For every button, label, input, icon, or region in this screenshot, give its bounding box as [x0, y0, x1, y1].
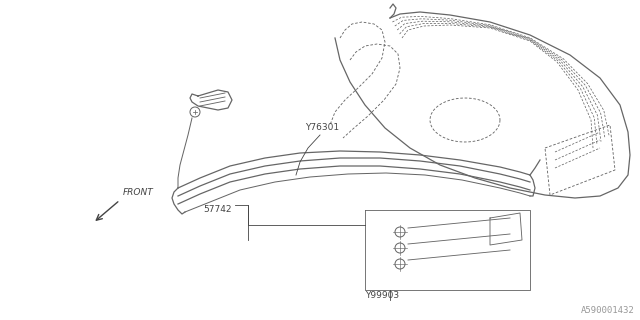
Text: A590001432: A590001432 — [581, 306, 635, 315]
Text: Y99903: Y99903 — [365, 291, 399, 300]
Text: Y76301: Y76301 — [305, 124, 339, 132]
Text: 57742: 57742 — [204, 205, 232, 214]
Text: FRONT: FRONT — [123, 188, 154, 197]
